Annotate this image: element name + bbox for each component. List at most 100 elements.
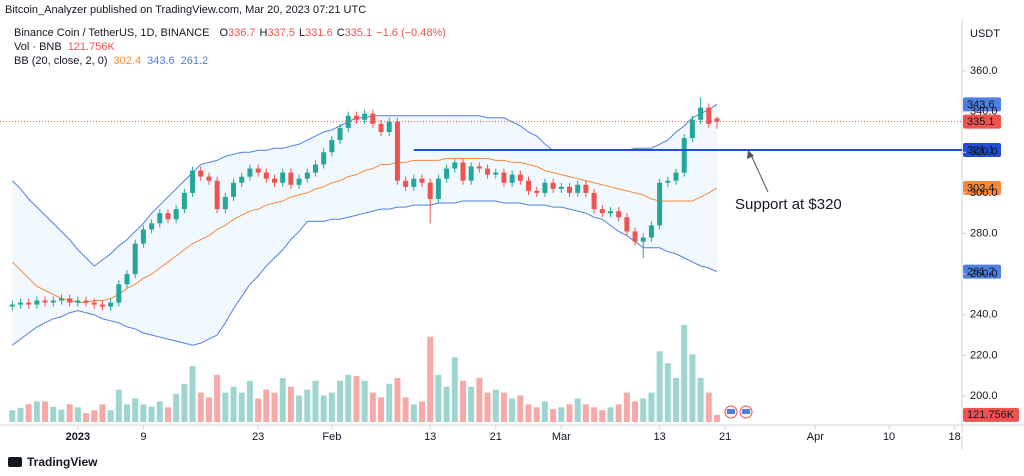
candle-body xyxy=(247,168,253,177)
y-tick-label: 300.0 xyxy=(970,187,998,199)
price-badge-label: 335.1 xyxy=(967,116,995,128)
volume-bar xyxy=(591,407,598,422)
y-tick-label: 240.0 xyxy=(970,309,998,321)
candle-body xyxy=(550,182,556,189)
volume-bar xyxy=(599,410,606,422)
ohlc-value: 335.1 xyxy=(345,27,373,39)
volume-bar xyxy=(476,377,483,422)
price-badge-label: 121.756K xyxy=(967,409,1015,421)
y-tick-label: 220.0 xyxy=(970,349,998,361)
volume-bar xyxy=(337,380,344,422)
volume-bar xyxy=(214,374,221,422)
candle-body xyxy=(665,180,671,183)
volume-bar xyxy=(296,395,303,422)
price-badge xyxy=(963,114,1001,129)
volume-bar xyxy=(156,401,163,422)
brand: TradingView xyxy=(27,455,98,469)
volume-bar xyxy=(451,357,458,422)
candle-body xyxy=(575,184,581,193)
candle-body xyxy=(140,229,146,244)
volume-bar xyxy=(435,374,442,422)
y-tick-label: 200.0 xyxy=(970,390,998,402)
candle-body xyxy=(132,243,138,275)
candle-body xyxy=(542,182,548,193)
candle-body xyxy=(173,209,179,220)
volume-bar xyxy=(459,380,466,422)
price-badge xyxy=(963,181,1001,196)
volume-bar xyxy=(345,374,352,422)
candle-body xyxy=(624,217,630,232)
candle-body xyxy=(42,300,48,303)
candle-body xyxy=(263,172,269,179)
volume-bar xyxy=(402,397,409,422)
volume-bar xyxy=(164,407,171,422)
candle-body xyxy=(657,182,663,226)
annotation: Support at $320 xyxy=(735,196,842,213)
candle-body xyxy=(566,186,572,193)
candle-body xyxy=(706,107,712,124)
volume-bar xyxy=(615,404,622,422)
volume-bar xyxy=(550,409,557,422)
candle-body xyxy=(26,302,32,305)
volume-bar xyxy=(656,351,663,422)
badges: 343.6 335.1 321.1 302.4 261.2 121.756K xyxy=(963,97,1019,422)
legend-title: Binance Coin / TetherUS, 1D, BINANCE O336… xyxy=(14,27,446,39)
candle-body xyxy=(714,118,720,122)
volume-bar xyxy=(99,404,106,422)
volume-bar xyxy=(140,404,147,422)
candle-body xyxy=(181,192,187,210)
candle-body xyxy=(640,237,646,242)
arrow-head xyxy=(747,150,754,159)
candle-body xyxy=(485,168,491,175)
volume-bar xyxy=(246,380,253,422)
volume-bar xyxy=(304,389,311,422)
x-tick-label: Apr xyxy=(807,431,824,443)
volume-bar xyxy=(361,380,368,422)
candle-body xyxy=(67,298,73,303)
candle-body xyxy=(378,123,384,132)
ohlc-value: 336.7 xyxy=(228,27,256,39)
volume-bar xyxy=(541,401,548,422)
legend-volume: Vol · BNB 121.756K xyxy=(14,41,115,53)
candle-body xyxy=(444,168,450,179)
ohlc-key: O xyxy=(219,27,228,39)
candle-body xyxy=(222,196,228,210)
volume-bar xyxy=(173,393,180,422)
candle-body xyxy=(9,304,15,307)
bb-basis-value: 302.4 xyxy=(114,55,142,67)
volume-bar xyxy=(386,383,393,422)
events xyxy=(724,405,753,419)
volume-bar xyxy=(255,398,262,422)
volume-bar xyxy=(517,395,524,422)
logo-icon xyxy=(8,457,22,467)
volume-bar xyxy=(58,409,65,422)
candle-body xyxy=(353,115,359,120)
candle-body xyxy=(272,178,278,183)
volume-bar xyxy=(525,404,532,422)
candle-body xyxy=(255,168,261,173)
volume-bar xyxy=(443,386,450,422)
candle-body xyxy=(509,174,515,183)
volume-bar xyxy=(689,354,696,422)
volume-bar xyxy=(419,401,426,422)
volume-bar xyxy=(378,397,385,422)
volume-bar xyxy=(353,376,360,422)
volume-name: Vol · BNB xyxy=(14,41,62,53)
candle-body xyxy=(149,223,155,230)
volume-bar xyxy=(320,395,327,422)
candle-body xyxy=(214,180,220,210)
legend-bb: BB (20, close, 2, 0) 302.4 343.6 261.2 xyxy=(14,55,208,67)
candle-body xyxy=(231,182,237,197)
candle-body xyxy=(591,192,597,210)
price-badge-label: 302.4 xyxy=(967,182,995,194)
candle-body xyxy=(501,172,507,183)
volume-bar xyxy=(279,377,286,422)
volume-bar xyxy=(607,407,614,422)
x-tick-label: 2023 xyxy=(66,431,90,443)
volume-bar xyxy=(271,392,278,422)
candle-body xyxy=(304,172,310,179)
candle-body xyxy=(427,182,433,199)
candle-body xyxy=(157,213,163,224)
candle-body xyxy=(526,180,532,191)
volume-bar xyxy=(713,414,720,422)
